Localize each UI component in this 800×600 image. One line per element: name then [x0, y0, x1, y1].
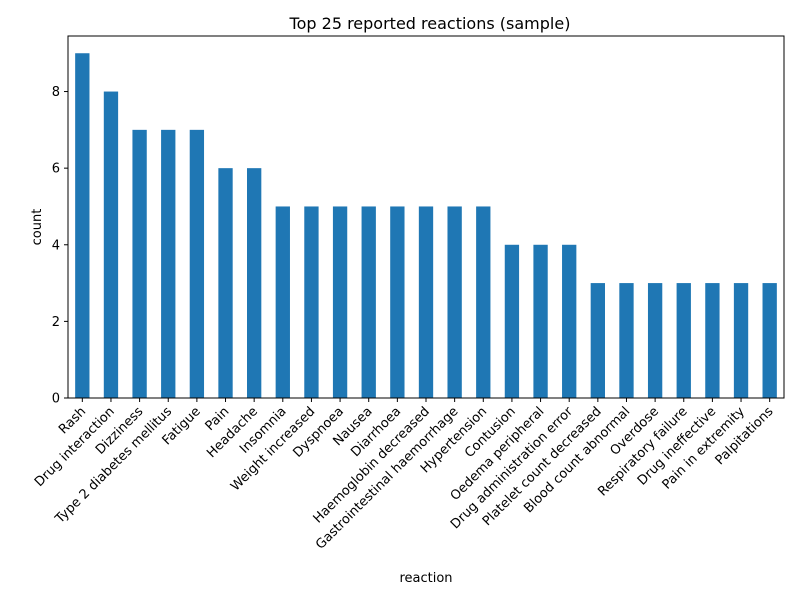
- bar-4: [161, 129, 176, 398]
- bars-group: [75, 53, 777, 398]
- x-axis-label: reaction: [399, 571, 452, 586]
- bar-20: [619, 283, 634, 398]
- bar-9: [304, 206, 319, 398]
- bar-16: [504, 244, 520, 398]
- bar-2: [103, 91, 119, 398]
- bar-21: [647, 283, 663, 398]
- bar-17: [533, 244, 548, 398]
- bar-22: [676, 283, 691, 398]
- bar-12: [390, 206, 405, 398]
- bar-13: [418, 206, 434, 398]
- bar-19: [590, 283, 605, 398]
- y-tick-label: 0: [52, 392, 60, 407]
- bar-7: [247, 168, 262, 398]
- bar-18: [562, 244, 577, 398]
- bar-5: [189, 129, 205, 398]
- bar-25: [762, 283, 777, 398]
- bar-6: [218, 168, 233, 398]
- y-tick-label: 2: [52, 315, 60, 330]
- chart-title: Top 25 reported reactions (sample): [289, 14, 571, 33]
- bar-14: [447, 206, 462, 398]
- bar-8: [275, 206, 290, 398]
- y-axis-label: count: [30, 209, 45, 246]
- bar-1: [75, 53, 90, 398]
- bar-11: [361, 206, 376, 398]
- bar-10: [332, 206, 348, 398]
- y-axis: 0 2 4 6 8: [52, 85, 68, 407]
- bar-24: [733, 283, 749, 398]
- y-tick-label: 4: [52, 238, 60, 253]
- bar-3: [132, 129, 147, 398]
- bar-23: [705, 283, 720, 398]
- y-tick-label: 8: [52, 85, 60, 100]
- bar-15: [476, 206, 491, 398]
- y-tick-label: 6: [52, 162, 60, 177]
- plot-frame: [67, 35, 785, 399]
